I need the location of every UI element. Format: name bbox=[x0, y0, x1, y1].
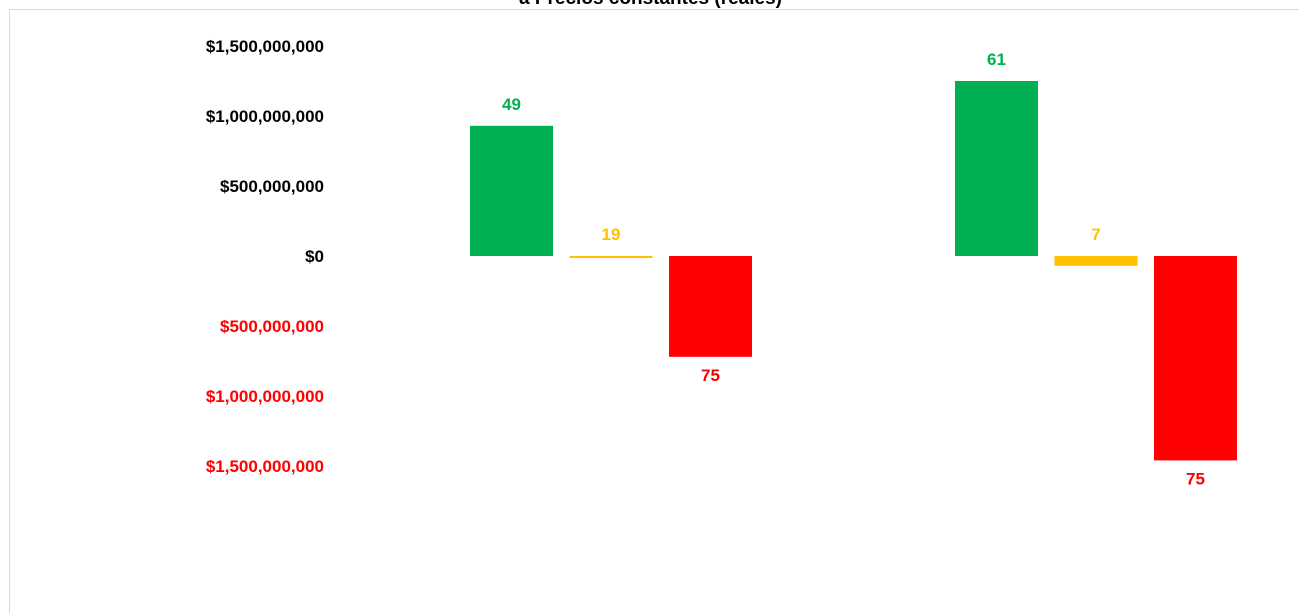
y-tick-label: $1,500,000,000 bbox=[206, 37, 324, 56]
y-tick-label: $500,000,000 bbox=[220, 177, 324, 196]
bar-data-label: 61 bbox=[987, 50, 1006, 69]
bar-data-label: 19 bbox=[602, 225, 621, 244]
bar-data-label: 75 bbox=[1186, 469, 1205, 488]
y-tick-label: $0 bbox=[305, 247, 324, 266]
bar-data-label: 49 bbox=[502, 95, 521, 114]
y-tick-label: $1,000,000,000 bbox=[206, 387, 324, 406]
bar-data-label: 75 bbox=[701, 366, 720, 385]
bar bbox=[669, 256, 752, 357]
chart-frame bbox=[9, 9, 1299, 613]
bar bbox=[569, 256, 653, 258]
bar bbox=[470, 125, 553, 256]
bar bbox=[1054, 256, 1138, 266]
y-tick-label: $1,000,000,000 bbox=[206, 107, 324, 126]
y-tick-label: $1,500,000,000 bbox=[206, 457, 324, 476]
chart-title: a Precios constantes (reales) bbox=[0, 0, 1301, 10]
y-tick-label: $500,000,000 bbox=[220, 317, 324, 336]
bar bbox=[955, 81, 1038, 256]
bar-data-label: 7 bbox=[1091, 225, 1100, 244]
bar bbox=[1154, 256, 1237, 461]
